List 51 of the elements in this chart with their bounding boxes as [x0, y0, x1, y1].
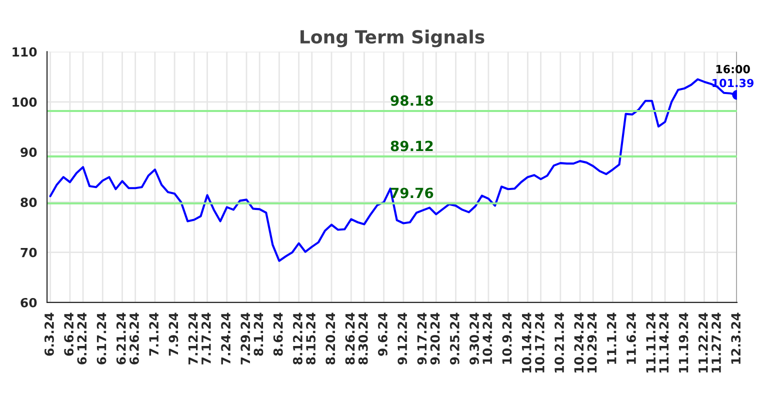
x-tick-label: 6.3.24: [44, 312, 54, 356]
x-tick-label: 7.12.24: [188, 312, 198, 364]
ref-line-label: 89.12: [390, 140, 433, 152]
x-tick-label: 8.20.24: [326, 312, 336, 364]
x-tick-label: 11.27.24: [712, 312, 721, 372]
y-tick-label: 80: [20, 198, 37, 208]
y-tick-label: 90: [20, 148, 37, 157]
annotation: 16:00: [716, 64, 750, 74]
chart-title: Long Term Signals: [300, 30, 484, 48]
x-tick-label: 8.30.24: [358, 312, 368, 364]
x-tick-label: 7.17.24: [201, 312, 211, 364]
x-tick-label: 11.11.24: [646, 312, 656, 372]
x-tick-label: 7.29.24: [240, 312, 250, 364]
x-tick-label: 8.1.24: [254, 312, 264, 356]
ref-line-label: 98.18: [390, 95, 434, 106]
y-tick-label: 60: [20, 298, 37, 308]
x-tick-label: 9.12.24: [398, 312, 408, 365]
x-tick-label: 10.24.24: [574, 312, 584, 372]
x-tick-label: 11.22.24: [698, 312, 708, 372]
x-tick-label: 6.21.24: [116, 312, 126, 364]
x-tick-label: 11.6.24: [626, 312, 636, 364]
x-tick-label: 6.12.24: [77, 312, 87, 364]
x-tick-label: 7.9.24: [168, 312, 178, 356]
annotation: 101.39: [712, 78, 754, 88]
x-tick-label: 8.6.24: [273, 312, 283, 356]
x-tick-label: 8.15.24: [306, 312, 316, 364]
x-tick-label: 10.9.24: [502, 312, 512, 364]
y-tick-label: 100: [12, 97, 37, 107]
x-tick-label: 10.4.24: [482, 312, 492, 364]
x-tick-label: 7.24.24: [221, 312, 230, 364]
x-tick-label: 11.14.24: [659, 312, 668, 372]
x-tick-label: 10.14.24: [522, 312, 532, 372]
y-tick-label: 70: [20, 248, 37, 258]
x-tick-label: 9.30.24: [470, 312, 480, 365]
x-tick-label: 8.12.24: [292, 312, 302, 364]
x-tick-label: 8.26.24: [345, 312, 355, 364]
x-tick-label: 10.29.24: [587, 312, 597, 372]
x-tick-label: 10.21.24: [554, 312, 564, 372]
x-tick-label: 9.17.24: [417, 312, 427, 365]
x-tick-label: 10.17.24: [534, 312, 544, 372]
x-tick-label: 9.6.24: [378, 312, 388, 356]
x-tick-label: 9.25.24: [450, 312, 460, 365]
x-tick-label: 6.26.24: [129, 312, 139, 364]
x-tick-label: 11.19.24: [678, 312, 688, 372]
x-tick-label: 6.17.24: [96, 312, 106, 364]
x-tick-label: 7.1.24: [149, 312, 158, 356]
y-tick-label: 110: [12, 47, 37, 57]
x-tick-label: 6.6.24: [64, 312, 74, 356]
x-tick-label: 12.3.24: [731, 312, 741, 364]
x-tick-label: 9.20.24: [430, 312, 440, 365]
x-tick-label: 11.1.24: [606, 312, 616, 364]
